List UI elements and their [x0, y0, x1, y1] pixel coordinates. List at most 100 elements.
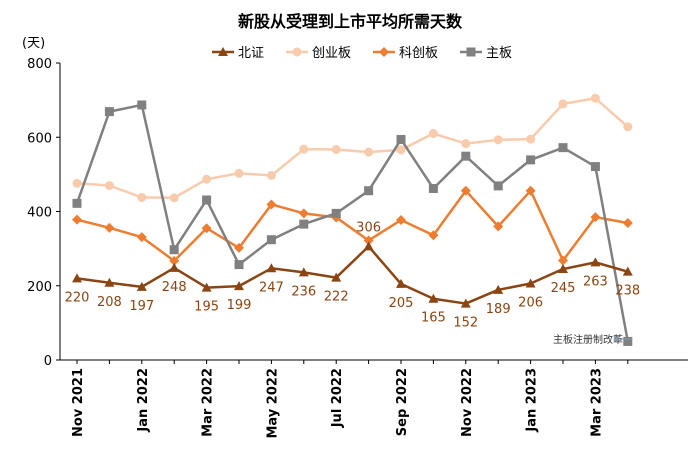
data-label: 199 [227, 298, 252, 313]
series-layer [72, 93, 633, 346]
series-line [76, 97, 629, 200]
data-point [428, 293, 439, 303]
legend-label: 科创板 [399, 46, 438, 61]
data-point [396, 278, 406, 288]
data-point [493, 181, 503, 191]
data-point [558, 255, 568, 266]
x-tick-label: Sep 2022 [395, 368, 410, 436]
data-point [363, 241, 374, 251]
data-label: 263 [583, 274, 608, 289]
data-point [364, 147, 374, 157]
data-point [331, 208, 341, 218]
data-point [526, 155, 536, 165]
legend-label: 主板 [486, 46, 512, 61]
annotation: 主板注册制改革 [553, 333, 632, 346]
series-line [75, 103, 630, 342]
data-point [461, 139, 471, 149]
data-point [623, 336, 633, 346]
data-point [428, 129, 438, 139]
data-point [201, 223, 212, 234]
data-point [266, 170, 276, 180]
legend-marker [466, 47, 476, 57]
y-tick-label: 0 [44, 354, 52, 369]
data-point [461, 151, 471, 161]
series-科创板 [72, 185, 633, 266]
data-point [525, 278, 536, 288]
data-label: 220 [65, 290, 90, 305]
data-label: 245 [551, 281, 576, 296]
data-label: 197 [129, 299, 154, 314]
legend-marker [292, 47, 302, 57]
data-point [396, 134, 406, 144]
data-point [493, 284, 504, 294]
data-label: 205 [389, 296, 414, 311]
legend-label: 创业板 [312, 46, 351, 61]
data-point [558, 143, 568, 153]
data-point [104, 181, 114, 191]
data-point [169, 245, 179, 255]
data-point [234, 281, 244, 291]
legend-item-科创板: 科创板 [373, 46, 438, 61]
data-point [202, 174, 212, 184]
series-北证 [72, 241, 633, 308]
data-point [234, 260, 244, 270]
x-tick-label: Jan 2023 [525, 368, 540, 433]
data-point [623, 122, 633, 132]
data-point [396, 215, 406, 226]
data-point [234, 168, 244, 178]
x-tick-label: Nov 2021 [71, 368, 86, 437]
data-point [622, 218, 633, 229]
data-label: 208 [97, 295, 122, 310]
data-point [331, 272, 342, 282]
series-line [76, 189, 629, 263]
legend-marker [218, 47, 228, 56]
data-label: 248 [162, 280, 187, 295]
series-line [76, 245, 629, 305]
data-label: 195 [194, 300, 219, 315]
data-point [72, 178, 82, 188]
data-point [104, 277, 115, 287]
data-point [298, 267, 309, 277]
data-label: 206 [518, 296, 543, 311]
data-point [622, 266, 633, 276]
data-point [299, 219, 309, 229]
data-point [428, 183, 438, 193]
data-point [364, 186, 374, 196]
data-point [169, 193, 179, 203]
data-point [558, 99, 568, 109]
data-point [266, 199, 277, 210]
data-point [590, 162, 600, 172]
data-point [590, 93, 600, 103]
data-point [266, 235, 276, 245]
data-label: 238 [615, 284, 640, 299]
data-label: 152 [453, 316, 478, 331]
legend: 北证 创业板 科创板 主板 [212, 46, 512, 61]
data-point [72, 273, 82, 283]
data-point [590, 212, 601, 223]
data-point [169, 255, 180, 266]
y-tick-label: 800 [27, 57, 52, 72]
data-point [299, 144, 309, 154]
legend-marker [379, 47, 389, 57]
data-label: 222 [324, 290, 349, 305]
data-point [493, 135, 503, 145]
legend-label: 北证 [238, 46, 264, 61]
data-point [590, 257, 601, 267]
data-label: 236 [291, 284, 316, 299]
x-tick-label: Jan 2022 [136, 368, 151, 433]
annotation-text: 主板注册制改革 [553, 333, 623, 346]
data-point [460, 185, 471, 196]
y-tick-label: 200 [27, 280, 52, 295]
x-tick-label: Mar 2023 [589, 368, 604, 437]
legend-item-北证: 北证 [212, 46, 264, 61]
annotation-arrow-head [613, 335, 620, 343]
data-label: 189 [486, 302, 511, 317]
legend-item-创业板: 创业板 [286, 46, 351, 61]
y-axis-unit-label: (天) [22, 36, 45, 51]
data-point [201, 282, 212, 292]
data-point [396, 145, 406, 155]
data-point [428, 230, 439, 241]
x-tick-label: Mar 2022 [201, 368, 216, 437]
data-point [526, 134, 536, 144]
